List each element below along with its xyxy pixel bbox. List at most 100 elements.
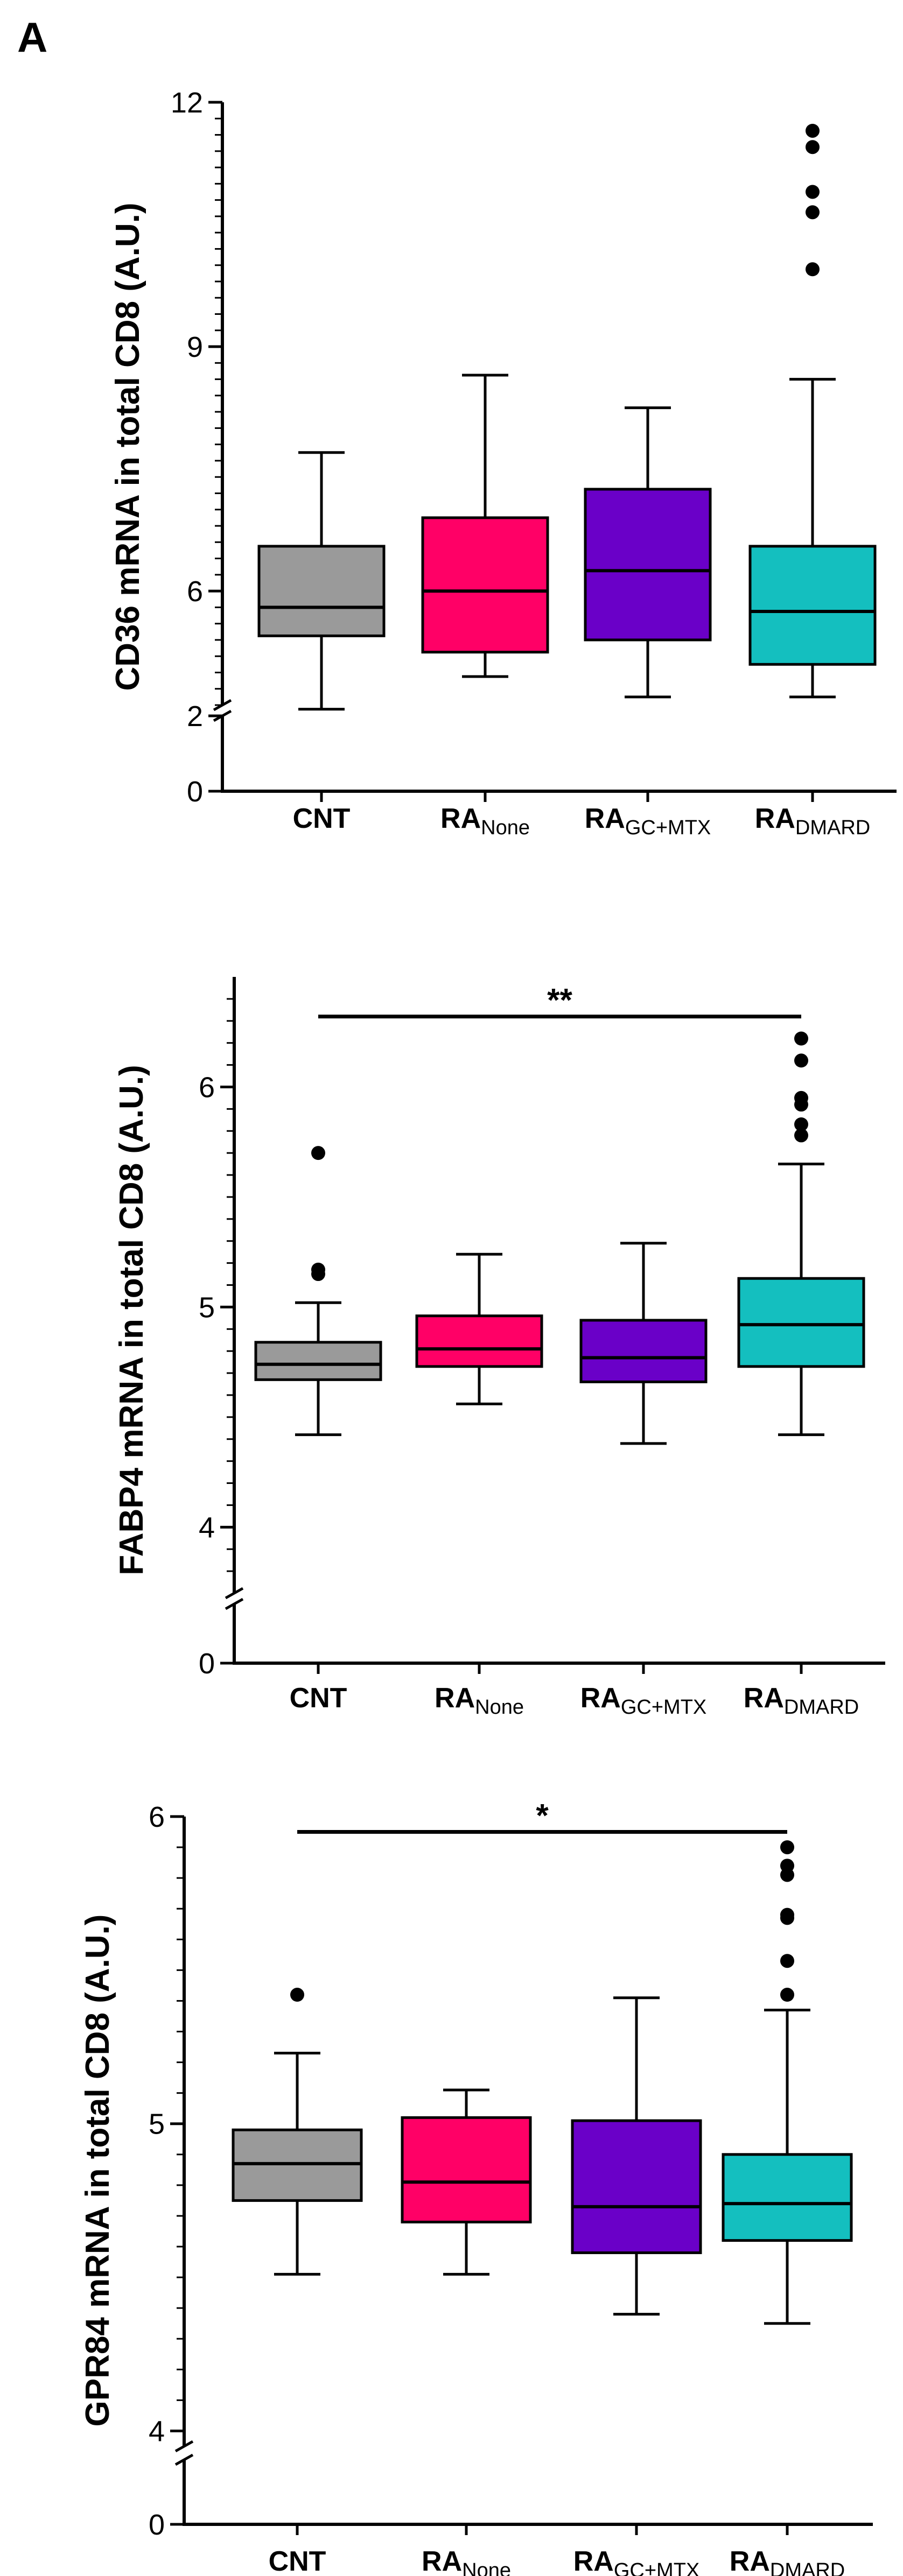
category-label-subscript: DMARD xyxy=(770,2559,845,2576)
category-label-subscript: None xyxy=(481,817,530,839)
y-tick-label: 4 xyxy=(149,2415,165,2447)
category-label-subscript: None xyxy=(475,1696,524,1719)
iqr-box xyxy=(257,545,386,637)
y-tick-label: 5 xyxy=(199,1291,215,1324)
box-CNT xyxy=(257,451,386,711)
outlier-point xyxy=(806,262,820,277)
category-label-main: RA xyxy=(573,2546,614,2576)
box-RA_DMARD xyxy=(748,123,877,699)
axis-break-mark xyxy=(225,1587,244,1600)
iqr-box xyxy=(254,1341,382,1381)
iqr-box xyxy=(737,1277,865,1368)
outlier-point xyxy=(794,1128,808,1143)
category-label-main: RA xyxy=(585,803,625,834)
category-label-main: CNT xyxy=(290,1683,347,1714)
outlier-point xyxy=(780,1954,794,1968)
box-RA_GC+MTX xyxy=(584,406,712,699)
box-RA_DMARD xyxy=(722,1840,853,2325)
category-label-main: RA xyxy=(755,803,795,834)
significance-label: * xyxy=(536,1798,549,1834)
outlier-point xyxy=(794,1090,808,1105)
category-label: RADMARD xyxy=(755,803,870,839)
outlier-point xyxy=(780,1908,794,1922)
y-tick-label: 0 xyxy=(149,2509,165,2541)
outlier-point xyxy=(806,123,820,138)
significance-label: ** xyxy=(547,982,572,1018)
category-label-subscript: DMARD xyxy=(784,1696,859,1719)
category-label: CNT xyxy=(290,1683,347,1714)
outlier-point xyxy=(780,1859,794,1873)
y-tick-label: 6 xyxy=(149,1801,165,1833)
category-label: RANone xyxy=(422,2546,511,2576)
outlier-point xyxy=(311,1146,325,1160)
category-label-subscript: None xyxy=(462,2559,511,2576)
category-label-main: RA xyxy=(440,803,481,834)
category-label-subscript: GC+MTX xyxy=(614,2559,699,2576)
category-label: RADMARD xyxy=(744,1683,859,1719)
outlier-point xyxy=(780,1840,794,1855)
panel-label: A xyxy=(17,13,47,61)
category-label-subscript: GC+MTX xyxy=(625,817,711,839)
box-RA_None xyxy=(415,1252,543,1405)
axis-break-mark xyxy=(225,1597,244,1610)
outlier-point xyxy=(794,1031,808,1046)
y-tick-label: 6 xyxy=(199,1071,215,1103)
iqr-box xyxy=(421,516,549,654)
y-tick-label: 2 xyxy=(187,700,203,733)
box-RA_None xyxy=(401,2088,532,2276)
y-tick-label: 9 xyxy=(187,331,203,363)
category-label-main: RA xyxy=(744,1683,784,1714)
category-label-subscript: GC+MTX xyxy=(621,1696,706,1719)
axis-break-mark xyxy=(174,2440,194,2453)
category-label-main: RA xyxy=(580,1683,621,1714)
y-tick-label: 0 xyxy=(187,776,203,808)
outlier-point xyxy=(311,1262,325,1277)
charts: 0 2 6 9 12 CD36 mRNA in total CD8 (A.U.) CNT RA… xyxy=(79,87,897,2576)
category-label-main: RA xyxy=(730,2546,770,2576)
iqr-box xyxy=(571,2119,702,2254)
iqr-box xyxy=(415,1314,543,1368)
iqr-box xyxy=(401,2116,532,2223)
box-RA_GC+MTX xyxy=(571,1996,702,2316)
category-label-main: CNT xyxy=(293,803,351,834)
category-label: CNT xyxy=(269,2546,326,2576)
category-label: RAGC+MTX xyxy=(580,1683,707,1719)
box-CNT xyxy=(254,1146,382,1437)
axis-break-mark xyxy=(174,2453,194,2466)
category-label-subscript: DMARD xyxy=(795,817,870,839)
category-label-main: RA xyxy=(422,2546,462,2576)
iqr-box xyxy=(722,2153,853,2242)
iqr-box xyxy=(748,545,877,666)
y-axis-title: FABP4 mRNA in total CD8 (A.U.) xyxy=(113,1065,150,1575)
category-label-main: CNT xyxy=(269,2546,326,2576)
iqr-box xyxy=(579,1319,708,1383)
category-label: RANone xyxy=(440,803,530,839)
category-label: CNT xyxy=(293,803,351,834)
outlier-point xyxy=(806,185,820,199)
y-tick-label: 6 xyxy=(187,575,203,608)
category-label: RAGC+MTX xyxy=(573,2546,700,2576)
outlier-point xyxy=(806,140,820,154)
iqr-box xyxy=(584,488,712,642)
y-tick-label: 12 xyxy=(171,87,203,119)
y-tick-label: 5 xyxy=(149,2108,165,2141)
box-RA_GC+MTX xyxy=(579,1242,708,1445)
box-RA_None xyxy=(421,374,549,678)
category-label: RANone xyxy=(435,1683,524,1719)
category-label: RADMARD xyxy=(730,2546,845,2576)
category-label-main: RA xyxy=(435,1683,475,1714)
outlier-point xyxy=(290,1988,304,2002)
outlier-point xyxy=(794,1053,808,1068)
box-CNT xyxy=(232,1988,363,2276)
chart-1: 0 2 6 9 12 CD36 mRNA in total CD8 (A.U.) CNT RA… xyxy=(109,87,897,839)
category-label: RAGC+MTX xyxy=(585,803,711,839)
y-axis-title: GPR84 mRNA in total CD8 (A.U.) xyxy=(79,1915,116,2427)
outlier-point xyxy=(780,1988,794,2002)
box-RA_DMARD xyxy=(737,1031,865,1437)
outlier-point xyxy=(806,205,820,220)
y-axis-title: CD36 mRNA in total CD8 (A.U.) xyxy=(109,202,146,691)
outlier-point xyxy=(794,1117,808,1131)
